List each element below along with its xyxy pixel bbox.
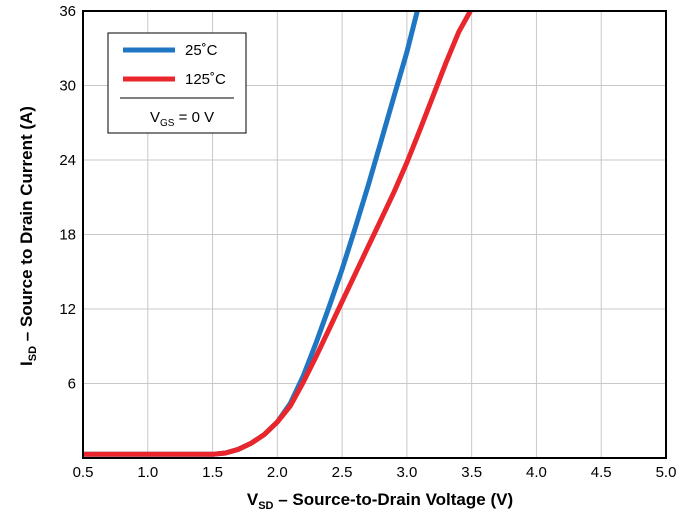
y-tick-labels: 6 12 18 24 30 36 <box>59 3 76 393</box>
series-layer <box>83 9 473 457</box>
y-tick-label-4: 30 <box>59 78 76 95</box>
x-tick-label-4: 2.5 <box>332 464 353 481</box>
grid <box>83 11 666 458</box>
x-tick-label-9: 5.0 <box>656 464 677 481</box>
legend-condition: VGS = 0 V <box>150 109 214 129</box>
legend-condition-symbol: V <box>150 109 160 126</box>
y-axis-title-subscript: SD <box>27 346 39 361</box>
x-axis-title-symbol: V <box>247 490 259 509</box>
x-tick-label-6: 3.5 <box>461 464 482 481</box>
y-tick-label-0: 6 <box>68 376 76 393</box>
x-tick-label-2: 1.5 <box>202 464 223 481</box>
x-axis-title: VSD – Source-to-Drain Voltage (V) <box>247 490 513 512</box>
x-tick-label-1: 1.0 <box>137 464 158 481</box>
y-tick-label-3: 24 <box>59 152 76 169</box>
x-tick-label-0: 0.5 <box>73 464 94 481</box>
y-tick-label-2: 18 <box>59 227 76 244</box>
x-tick-label-3: 2.0 <box>267 464 288 481</box>
legend-condition-subscript: GS <box>160 118 175 129</box>
legend: 25˚C 125˚C VGS = 0 V <box>107 32 247 134</box>
series-line-1 <box>83 9 473 457</box>
legend-label-125c: 125˚C <box>185 71 226 88</box>
y-tick-label-1: 12 <box>59 301 76 318</box>
x-tick-label-7: 4.0 <box>526 464 547 481</box>
y-axis-title-symbol: I <box>17 361 36 366</box>
x-tick-label-8: 4.5 <box>591 464 612 481</box>
y-tick-label-5: 36 <box>59 3 76 20</box>
legend-label-25c: 25˚C <box>185 42 218 59</box>
y-axis-title-text: – Source to Drain Current (A) <box>17 106 36 346</box>
x-axis-title-subscript: SD <box>258 500 273 512</box>
y-axis-title: ISD – Source to Drain Current (A) <box>17 106 39 366</box>
x-tick-labels: 0.5 1.0 1.5 2.0 2.5 3.0 3.5 4.0 4.5 5.0 <box>73 464 677 481</box>
legend-condition-text: = 0 V <box>174 109 214 126</box>
plot-frame <box>82 10 667 459</box>
x-tick-label-5: 3.0 <box>396 464 417 481</box>
x-axis-title-text: – Source-to-Drain Voltage (V) <box>274 490 514 509</box>
